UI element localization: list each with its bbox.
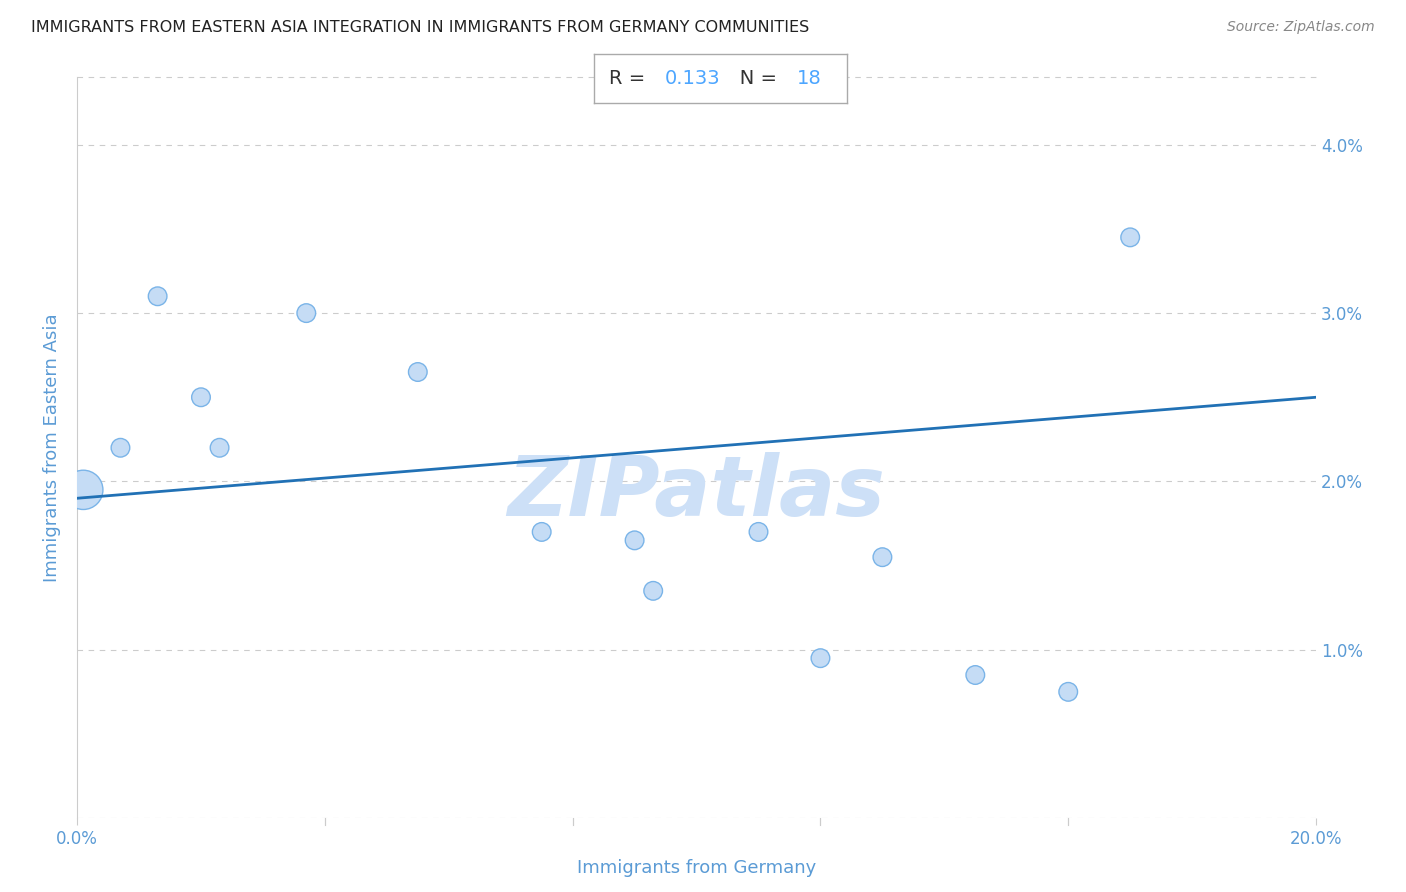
Point xyxy=(643,583,665,598)
Point xyxy=(406,365,429,379)
Point xyxy=(208,441,231,455)
Point xyxy=(872,550,894,565)
Point xyxy=(146,289,169,303)
Text: IMMIGRANTS FROM EASTERN ASIA INTEGRATION IN IMMIGRANTS FROM GERMANY COMMUNITIES: IMMIGRANTS FROM EASTERN ASIA INTEGRATION… xyxy=(31,20,810,35)
Text: Source: ZipAtlas.com: Source: ZipAtlas.com xyxy=(1227,20,1375,34)
Y-axis label: Immigrants from Eastern Asia: Immigrants from Eastern Asia xyxy=(44,313,60,582)
Point xyxy=(295,306,318,320)
Point xyxy=(747,524,769,539)
Point xyxy=(623,533,645,548)
Point xyxy=(530,524,553,539)
Point xyxy=(1057,685,1080,699)
Point xyxy=(965,668,987,682)
Text: 0.133: 0.133 xyxy=(665,69,720,87)
Text: R =: R = xyxy=(609,69,652,87)
Point xyxy=(810,651,832,665)
Text: N =: N = xyxy=(721,69,783,87)
X-axis label: Immigrants from Germany: Immigrants from Germany xyxy=(576,859,815,877)
Point xyxy=(110,441,132,455)
Text: ZIPatlas: ZIPatlas xyxy=(508,451,886,533)
Text: 18: 18 xyxy=(796,69,821,87)
Point xyxy=(190,390,212,404)
Point xyxy=(1119,230,1142,244)
Point xyxy=(72,483,94,497)
